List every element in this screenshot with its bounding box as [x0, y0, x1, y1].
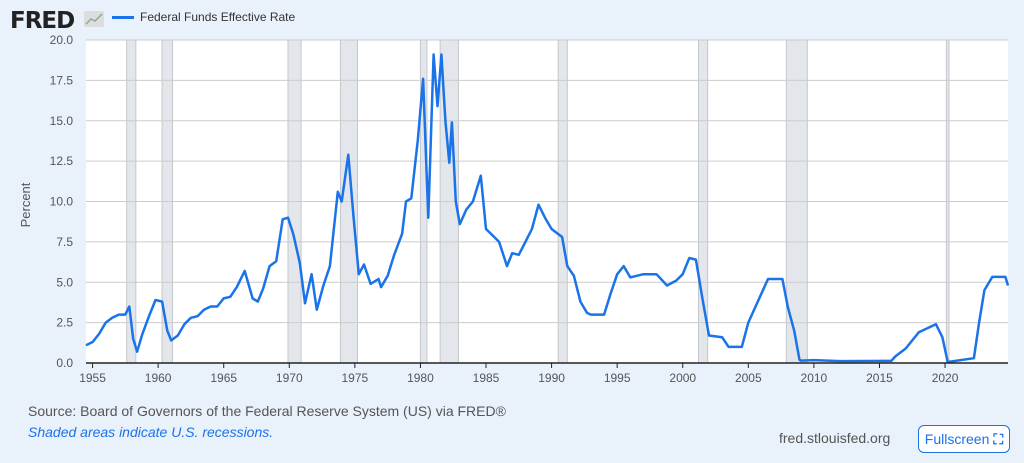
y-tick-label: 12.5 [50, 154, 74, 168]
chart-icon [84, 11, 104, 27]
legend-label: Federal Funds Effective Rate [140, 10, 296, 24]
chart[interactable]: 0.0 2.5 5.0 7.5 10.0 12.5 15.0 17.5 20.0 1955 1960… [0, 0, 1024, 400]
source-text: Source: Board of Governors of the Federa… [28, 403, 506, 419]
x-tick-label: 2010 [801, 371, 828, 385]
x-tick-label: 1990 [538, 371, 565, 385]
x-tick-label: 2005 [735, 371, 762, 385]
fred-logo[interactable]: FRED [10, 8, 75, 34]
y-axis-label: Percent [18, 182, 33, 227]
x-tick-label: 2000 [669, 371, 696, 385]
x-tick-label: 2020 [932, 371, 959, 385]
legend-swatch [112, 15, 134, 19]
y-tick-label: 2.5 [56, 316, 73, 330]
fullscreen-icon: ⛶ [993, 430, 1004, 447]
x-tick-label: 1995 [604, 371, 631, 385]
series-line [85, 53, 1010, 364]
x-tick-label: 1960 [145, 371, 172, 385]
y-tick-label: 5.0 [56, 275, 73, 289]
fullscreen-label: Fullscreen [924, 431, 990, 447]
recessions-note: Shaded areas indicate U.S. recessions. [28, 424, 274, 440]
y-tick-label: 0.0 [56, 356, 73, 370]
y-tick-label: 15.0 [50, 114, 74, 128]
site-link[interactable]: fred.stlouisfed.org [779, 430, 891, 446]
x-tick-label: 1985 [473, 371, 500, 385]
y-tick-label: 10.0 [50, 195, 74, 209]
y-tick-label: 7.5 [56, 235, 73, 249]
fullscreen-button[interactable]: Fullscreen ⛶ [918, 425, 1010, 453]
x-tick-label: 1970 [276, 371, 303, 385]
x-tick-label: 2015 [866, 371, 893, 385]
x-tick-label: 1965 [210, 371, 237, 385]
legend: Federal Funds Effective Rate [112, 10, 295, 24]
x-tick-label: 1980 [407, 371, 434, 385]
x-tick-label: 1975 [342, 371, 369, 385]
y-tick-label: 20.0 [50, 33, 74, 47]
y-tick-label: 17.5 [50, 73, 74, 87]
x-tick-label: 1955 [79, 371, 106, 385]
